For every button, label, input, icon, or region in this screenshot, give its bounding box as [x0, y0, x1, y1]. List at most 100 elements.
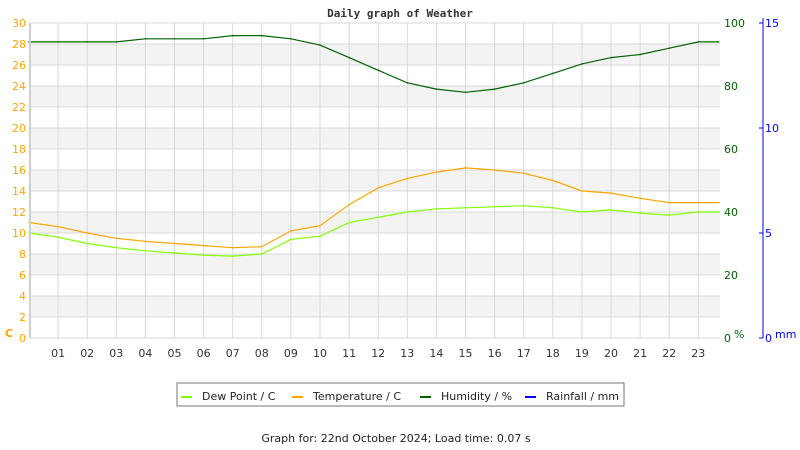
humidity-tick-label: 20	[724, 269, 738, 282]
x-tick-label: 16	[488, 347, 502, 360]
dew-point-point	[493, 205, 496, 208]
left-tick-label: 0	[19, 332, 26, 345]
x-tick-label: 09	[284, 347, 298, 360]
x-tick-label: 08	[255, 347, 269, 360]
temperature-point	[86, 232, 88, 234]
humidity-tick-label: 100	[724, 17, 745, 30]
dew-point-point	[173, 252, 176, 254]
temperature-point	[610, 192, 612, 194]
left-tick-label: 30	[12, 17, 26, 30]
dew-point-point	[377, 216, 380, 219]
humidity-point	[319, 44, 321, 46]
temperature-point	[290, 230, 292, 232]
chart-title: Daily graph of Weather	[327, 7, 473, 20]
left-tick-label: 4	[19, 290, 26, 303]
x-tick-label: 13	[400, 347, 414, 360]
humidity-point	[464, 91, 467, 94]
rainfall-axis-unit: mm	[775, 328, 796, 341]
x-tick-label: 10	[313, 347, 327, 360]
x-tick-label: 05	[168, 347, 182, 360]
left-tick-label: 12	[12, 206, 26, 219]
dew-point-point	[231, 255, 234, 257]
series-lines	[28, 34, 720, 257]
humidity-point	[261, 34, 263, 37]
legend-label: Temperature / C	[312, 390, 401, 403]
humidity-axis-unit: %	[734, 328, 744, 341]
humidity-point	[493, 88, 496, 90]
dew-point-point	[668, 214, 670, 216]
humidity-point	[581, 63, 583, 65]
x-tick-label: 15	[459, 347, 473, 360]
temperature-point	[144, 240, 147, 243]
x-tick-label: 18	[546, 347, 560, 360]
humidity-point	[552, 72, 554, 75]
x-tick-label: 20	[604, 347, 618, 360]
dew-point-point	[717, 211, 720, 213]
temperature-point	[115, 237, 118, 240]
grid	[30, 22, 720, 339]
humidity-point	[610, 56, 612, 59]
temperature-point	[581, 190, 583, 192]
x-tick-label: 04	[138, 347, 152, 360]
temperature-point	[231, 246, 234, 249]
left-tick-label: 8	[19, 248, 26, 261]
left-tick-label: 14	[12, 185, 26, 198]
dew-point-point	[57, 236, 59, 238]
x-tick-label: 22	[662, 347, 676, 360]
legend-label: Rainfall / mm	[546, 390, 619, 403]
humidity-point	[57, 41, 59, 43]
dew-point-point	[435, 208, 438, 210]
x-tick-label: 14	[429, 347, 443, 360]
left-tick-label: 28	[12, 38, 26, 51]
temperature-point	[406, 177, 409, 180]
dew-point-point	[639, 212, 641, 214]
footer-text: Graph for: 22nd October 2024; Load time:…	[261, 432, 530, 445]
temperature-point	[348, 203, 350, 206]
x-tick-label: 23	[691, 347, 705, 360]
temperature-point	[319, 224, 321, 227]
temperature-point	[435, 171, 438, 173]
humidity-tick-label: 0	[724, 332, 731, 345]
legend: Dew Point / C Temperature / C Humidity / %…	[176, 382, 625, 407]
dew-point-point	[581, 211, 583, 213]
humidity-point	[202, 37, 205, 40]
left-tick-label: 6	[19, 269, 26, 282]
humidity-point	[639, 53, 641, 56]
temperature-point	[57, 225, 59, 228]
x-tick-label: 07	[226, 347, 240, 360]
left-tick-label: 24	[12, 80, 26, 93]
temperature-point	[717, 201, 720, 204]
x-tick-label: 02	[80, 347, 94, 360]
x-tick-label: 21	[633, 347, 647, 360]
dew-point-point	[319, 235, 321, 237]
temperature-point	[261, 245, 263, 248]
x-tick-label: 17	[517, 347, 531, 360]
humidity-point	[348, 56, 350, 59]
left-tick-label: 20	[12, 122, 26, 135]
dew-point-point	[552, 207, 554, 209]
dew-point-point	[261, 253, 263, 255]
dew-point-point	[464, 207, 467, 209]
x-tick-label: 01	[51, 347, 65, 360]
left-axis-unit: C	[5, 327, 13, 340]
humidity-point	[522, 82, 525, 84]
grid-band	[30, 128, 720, 149]
grid-band	[30, 296, 720, 317]
dew-point-point	[290, 238, 292, 241]
humidity-point	[668, 47, 670, 49]
dew-point-point	[522, 204, 525, 207]
legend-label: Humidity / %	[441, 390, 512, 403]
temperature-point	[173, 242, 176, 245]
dew-point-point	[610, 209, 612, 211]
left-tick-label: 18	[12, 143, 26, 156]
dew-point-point	[115, 246, 118, 249]
left-tick-label: 16	[12, 164, 26, 177]
temperature-point	[377, 187, 380, 189]
grid-band	[30, 212, 720, 233]
humidity-point	[144, 37, 147, 40]
temperature-point	[202, 244, 205, 247]
dew-point-point	[86, 242, 88, 245]
temperature-point	[464, 167, 467, 169]
